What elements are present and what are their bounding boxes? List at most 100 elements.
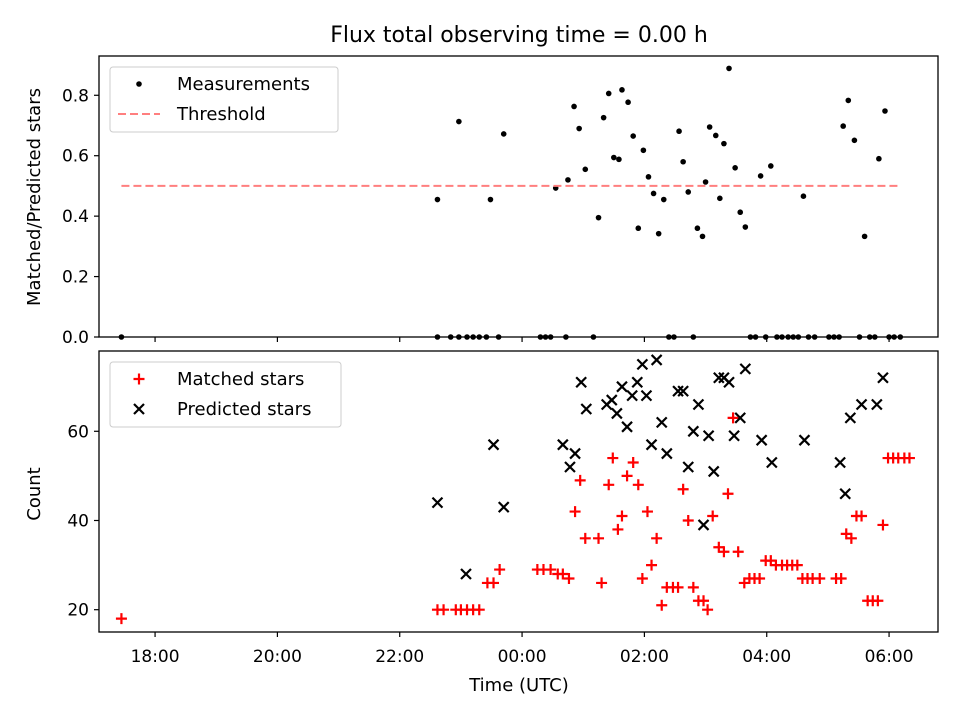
predicted-point <box>877 371 889 384</box>
measurement-point <box>680 158 686 165</box>
matched-point <box>632 479 644 491</box>
predicted-point <box>616 380 628 393</box>
measurement-point <box>611 154 617 161</box>
legend-dot-swatch <box>136 81 142 87</box>
top-y-tick-label: 0.2 <box>62 268 89 288</box>
predicted-point <box>621 421 633 433</box>
predicted-point <box>682 461 695 473</box>
x-tick-label: 02:00 <box>620 647 669 667</box>
x-tick-label: 18:00 <box>131 647 180 667</box>
predicted-point <box>611 407 623 420</box>
predicted-point <box>692 398 705 411</box>
matched-point <box>791 559 803 571</box>
predicted-point <box>798 434 811 446</box>
matched-point <box>557 568 569 580</box>
measurement-point <box>685 189 692 195</box>
measurement-point <box>768 163 774 169</box>
matched-point <box>596 577 608 589</box>
measurement-point <box>742 224 749 230</box>
matched-point <box>672 581 684 593</box>
predicted-point <box>734 412 747 424</box>
matched-point <box>636 572 648 584</box>
matched-point <box>814 572 826 584</box>
measurement-point <box>635 225 642 232</box>
matched-point <box>646 559 658 571</box>
top-axes-frame <box>98 55 939 338</box>
matched-point <box>718 546 730 558</box>
matched-point <box>473 604 485 616</box>
top-y-axis-label: Matched/Predicted stars <box>24 88 45 306</box>
legend-plus-swatch <box>133 373 145 385</box>
predicted-point <box>650 354 663 366</box>
matched-point <box>545 564 557 576</box>
bottom-panel: 20 40 60 18:00 20:00 22:00 00:00 02:00 04:00 06:0… <box>67 350 939 667</box>
matched-point <box>722 488 734 500</box>
predicted-point <box>839 487 852 500</box>
predicted-point <box>766 456 778 469</box>
legend-label: Predicted stars <box>177 399 311 420</box>
matched-point <box>438 604 450 616</box>
measurement-point <box>660 196 667 203</box>
x-tick-label: 06:00 <box>865 647 914 667</box>
measurement-point <box>500 131 507 137</box>
x-axis-label: Time (UTC) <box>468 675 569 696</box>
measurement-point <box>576 125 582 132</box>
measurement-point <box>732 164 738 171</box>
predicted-point <box>640 389 653 402</box>
measurement-point <box>845 97 852 104</box>
measurement-point <box>737 209 744 216</box>
matched-point <box>115 613 127 625</box>
matched-point <box>616 510 628 522</box>
measurement-point <box>625 99 631 106</box>
top-y-tick-label: 0.0 <box>62 328 89 348</box>
predicted-point <box>723 376 735 388</box>
matched-point <box>656 599 668 611</box>
predicted-point <box>677 385 689 397</box>
top-y-tick-label: 0.4 <box>62 207 89 227</box>
predicted-point <box>697 519 710 531</box>
predicted-point <box>834 456 846 469</box>
predicted-point <box>580 403 593 415</box>
measurement-point <box>616 156 622 163</box>
matched-point <box>732 546 744 558</box>
measurement-point <box>487 196 494 203</box>
legend-label: Measurements <box>177 74 310 95</box>
measurement-point <box>882 108 888 114</box>
matched-point <box>607 452 619 464</box>
predicted-point <box>672 385 684 397</box>
measurement-point <box>571 103 577 110</box>
matched-point <box>651 532 663 544</box>
matched-point <box>677 483 689 495</box>
measurement-point <box>619 87 625 93</box>
matched-point <box>593 532 605 544</box>
predicted-point <box>636 358 649 371</box>
measurement-point <box>595 214 602 221</box>
matched-point <box>488 577 500 589</box>
measurement-point <box>876 155 882 162</box>
measurement-point <box>676 128 682 135</box>
measurement-point <box>434 196 441 203</box>
matched-point <box>877 519 889 531</box>
matched-point <box>621 470 633 482</box>
measurement-point <box>840 123 846 129</box>
matched-point <box>682 514 694 526</box>
predicted-point <box>487 438 500 451</box>
predicted-point <box>739 363 752 375</box>
matched-point <box>603 479 615 491</box>
matched-point <box>494 564 506 576</box>
predicted-point <box>626 389 638 402</box>
matched-point <box>707 510 719 522</box>
x-tick-label: 22:00 <box>375 647 424 667</box>
matched-point <box>835 572 847 584</box>
top-y-tick-label: 0.6 <box>62 147 89 167</box>
top-panel: 0.0 0.2 0.4 0.6 0.8 Measurements Threshold <box>62 55 939 348</box>
predicted-point <box>655 416 668 429</box>
measurement-point <box>630 133 636 139</box>
measurement-point <box>726 65 732 72</box>
predicted-point <box>569 447 581 460</box>
predicted-point <box>431 496 444 509</box>
predicted-point <box>871 398 883 411</box>
measurement-point <box>694 225 701 232</box>
predicted-point <box>564 461 576 473</box>
